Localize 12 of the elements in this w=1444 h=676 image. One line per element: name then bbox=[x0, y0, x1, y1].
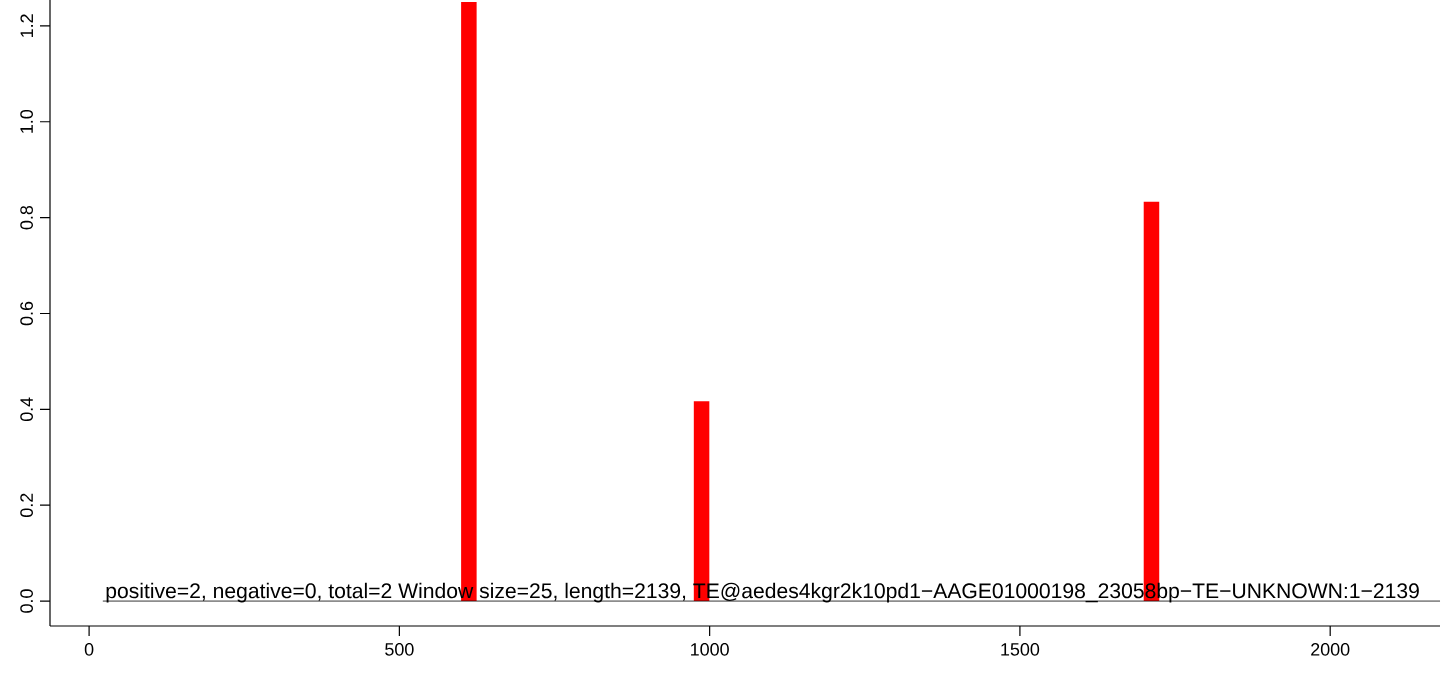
x-tick-label: 2000 bbox=[1311, 643, 1350, 656]
y-tick-label: 0.0 bbox=[20, 589, 33, 613]
y-tick-label: 1.0 bbox=[20, 109, 33, 133]
y-tick-label: 1.2 bbox=[20, 14, 33, 37]
y-tick-label: 0.8 bbox=[20, 205, 33, 230]
x-tick-label: 1500 bbox=[1001, 643, 1040, 656]
x-tick-label: 0 bbox=[84, 643, 94, 656]
x-tick-label: 1000 bbox=[691, 643, 729, 656]
y-tick-label: 0.6 bbox=[20, 301, 33, 326]
y-tick-label: 0.4 bbox=[20, 397, 33, 422]
x-tick-label: 500 bbox=[385, 643, 414, 656]
y-tick-label: 0.2 bbox=[20, 493, 33, 517]
